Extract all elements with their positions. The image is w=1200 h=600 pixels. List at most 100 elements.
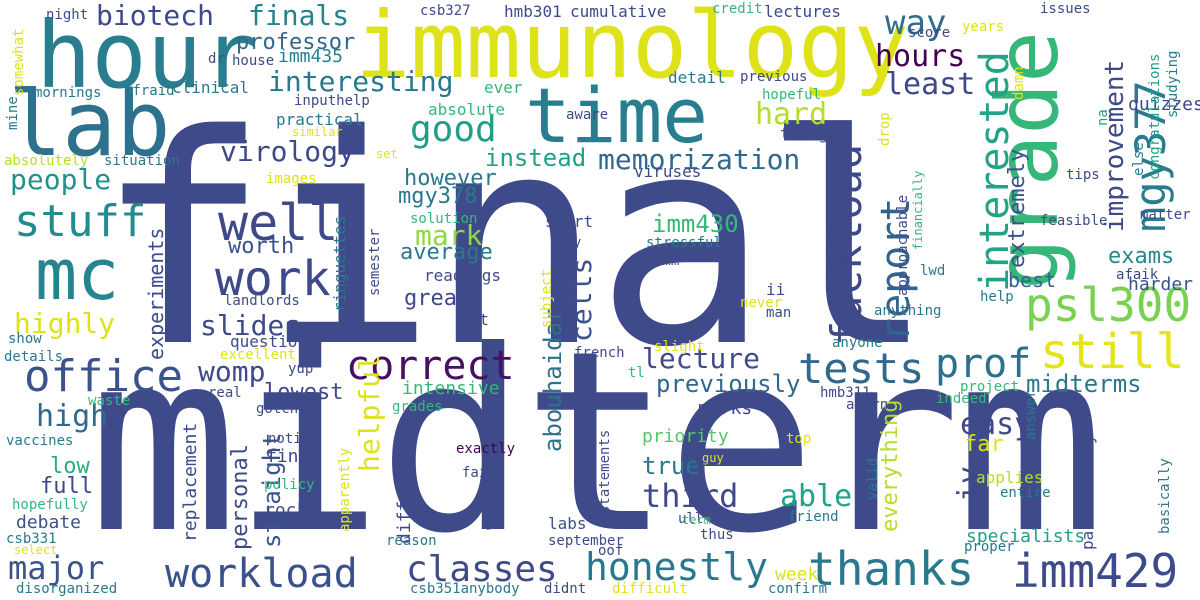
word: full xyxy=(40,474,93,499)
word: csb331 xyxy=(6,531,57,547)
word: previous xyxy=(740,69,808,85)
word: yup xyxy=(288,361,314,377)
word: time xyxy=(525,71,709,160)
word: previously xyxy=(656,370,801,398)
word: far xyxy=(964,432,1004,457)
word: work xyxy=(215,251,331,307)
word: exams xyxy=(1108,244,1175,269)
word: answer xyxy=(1023,389,1039,440)
word: worst xyxy=(483,487,499,530)
word: helpful xyxy=(353,353,386,472)
word: man xyxy=(766,305,792,321)
word: well xyxy=(218,194,339,252)
word: dr xyxy=(208,51,225,67)
word: short xyxy=(545,212,594,231)
word: subject xyxy=(539,268,555,328)
word: vaccines xyxy=(6,433,74,449)
word: week xyxy=(775,564,819,585)
word: experiments xyxy=(144,227,168,360)
word: mornings xyxy=(34,85,102,101)
word: virology xyxy=(220,135,355,168)
word: valid xyxy=(865,457,881,500)
word: matter xyxy=(1140,207,1191,223)
word: years xyxy=(962,19,1005,35)
word: images xyxy=(266,171,317,187)
word: readings xyxy=(424,266,502,285)
word: still xyxy=(1040,324,1185,380)
word: similar xyxy=(292,125,343,139)
word: imm429 xyxy=(1012,544,1179,598)
word: tests xyxy=(798,344,925,393)
word: basically xyxy=(1157,458,1173,534)
word: imm xyxy=(654,253,680,269)
word: anyone xyxy=(832,335,883,351)
word: psl300 xyxy=(1025,278,1192,332)
word: acorn xyxy=(846,397,889,413)
word: clinical xyxy=(172,78,250,97)
word: top xyxy=(786,431,812,447)
word: wot xyxy=(460,310,489,329)
word: applies xyxy=(976,468,1044,487)
word: inputhelp xyxy=(294,93,370,109)
word: na xyxy=(1095,109,1111,126)
word: grades xyxy=(392,399,443,415)
word: improvement xyxy=(1100,59,1130,232)
word: different xyxy=(394,446,415,544)
word: able xyxy=(780,479,853,514)
word: hmb311 xyxy=(820,385,871,401)
word: labs xyxy=(548,514,587,533)
word: womp xyxy=(198,355,266,388)
word: practical xyxy=(276,110,363,129)
word: friend xyxy=(788,509,839,525)
word: tips xyxy=(1066,167,1100,183)
word: biotech xyxy=(96,0,215,32)
word: mine xyxy=(5,96,21,130)
word: priority xyxy=(642,426,729,447)
word: absolute xyxy=(428,100,506,119)
word: select xyxy=(14,543,58,557)
word: personal xyxy=(228,444,253,550)
word: good xyxy=(410,109,497,150)
word: thanks xyxy=(808,542,975,596)
word: slides xyxy=(200,309,302,342)
word: particularly xyxy=(1078,434,1097,550)
word: however xyxy=(404,166,497,191)
word: absolutely xyxy=(4,153,89,169)
word: approachable xyxy=(895,194,911,296)
word: ringette xyxy=(577,430,593,498)
word: term xyxy=(682,513,711,527)
word: feasible xyxy=(1040,213,1108,229)
word: real xyxy=(208,385,242,401)
word: lecture xyxy=(642,342,761,375)
word: high xyxy=(36,399,109,434)
word: debate xyxy=(16,512,82,533)
word: true xyxy=(642,452,700,480)
word: lab xyxy=(8,72,171,177)
word: exactly xyxy=(456,441,516,457)
word: afaik xyxy=(1116,267,1159,283)
word: people xyxy=(10,163,112,196)
word: hmb301 xyxy=(504,2,562,21)
word: guy xyxy=(702,451,724,465)
word: didnt xyxy=(544,581,587,597)
word: worth xyxy=(228,234,295,259)
word: show xyxy=(8,331,42,347)
word: ringuettes xyxy=(330,215,349,312)
word: hopeful xyxy=(762,87,822,103)
word: mc xyxy=(35,234,120,316)
word: congratulations xyxy=(1147,53,1163,180)
word: csb327 xyxy=(420,3,471,19)
word: notice xyxy=(268,431,319,447)
word: slight xyxy=(654,339,705,355)
word: great xyxy=(404,286,471,311)
word: workload xyxy=(165,551,358,597)
word: average xyxy=(400,240,493,265)
word: prof xyxy=(935,341,1032,387)
word: best xyxy=(1008,268,1057,292)
word: rock xyxy=(264,500,308,521)
word: aware xyxy=(566,107,609,123)
word: damn xyxy=(1011,66,1027,100)
word: questions xyxy=(230,332,317,351)
word: score xyxy=(908,25,951,41)
word: credit xyxy=(712,1,763,17)
